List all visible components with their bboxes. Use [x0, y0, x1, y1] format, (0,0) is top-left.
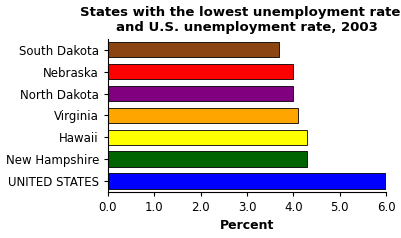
Bar — [108, 86, 294, 101]
Bar — [108, 173, 386, 188]
Bar — [108, 64, 294, 79]
Bar — [108, 42, 279, 57]
Title: States with the lowest unemployment rates,
and U.S. unemployment rate, 2003: States with the lowest unemployment rate… — [80, 5, 401, 34]
X-axis label: Percent: Percent — [220, 219, 274, 233]
Bar — [108, 108, 298, 123]
Bar — [108, 129, 307, 145]
Bar — [108, 151, 307, 167]
